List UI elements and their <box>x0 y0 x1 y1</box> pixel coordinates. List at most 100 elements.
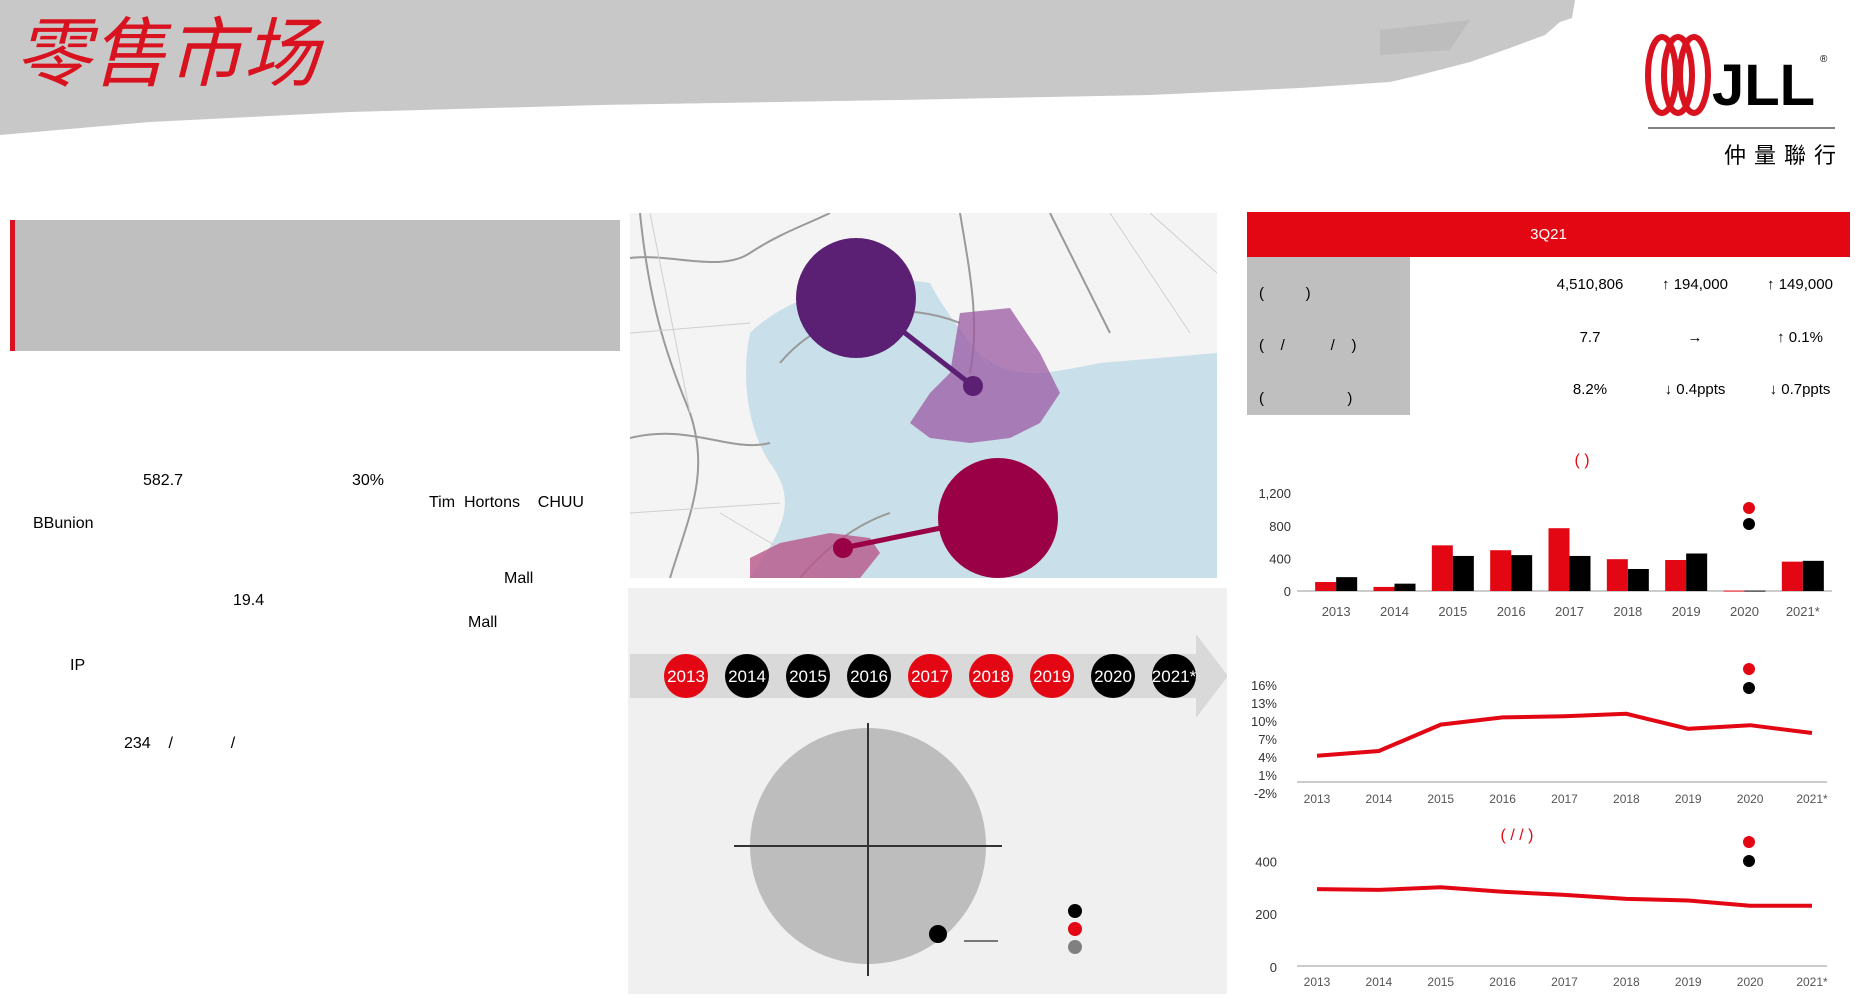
x-tick-label: 2017 <box>1551 975 1578 989</box>
y-tick-label: 16% <box>1251 678 1277 693</box>
bar <box>1606 559 1628 591</box>
y-tick-label: 1,200 <box>1258 486 1291 501</box>
timeline-year-label: 2017 <box>911 667 949 686</box>
x-tick-label: 2021* <box>1796 975 1828 989</box>
bar <box>1452 555 1474 591</box>
timeline-years: 2013 2014 2015 2016 2017 2018 2019 2020 2021* <box>664 654 1197 698</box>
x-tick-label: 2015 <box>1427 792 1454 806</box>
series-line <box>1316 885 1812 908</box>
bar <box>1336 577 1358 591</box>
row-label-stock: ( ) <box>1259 285 1311 302</box>
text-mall-2: Mall <box>468 614 498 631</box>
timeline-year-label: 2021* <box>1152 667 1197 686</box>
legend-dot-black <box>1743 518 1755 530</box>
timeline-dot <box>969 654 1013 698</box>
text-brand-bbunion: BBunion <box>33 515 94 532</box>
x-tick-label: 2015 <box>1427 975 1454 989</box>
bar <box>1569 555 1591 591</box>
x-tick-label: 2019 <box>1672 604 1701 619</box>
y-tick-label: -2% <box>1254 786 1278 801</box>
logo-subtitle: 仲量聯行 <box>1724 144 1845 169</box>
y-tick-label: 7% <box>1258 732 1277 747</box>
table-row-labels: ( ) ( / / ) ( ) <box>1247 257 1410 415</box>
y-tick-label: 200 <box>1255 907 1277 922</box>
series-line <box>1316 711 1813 758</box>
left-summary-band <box>10 220 620 351</box>
y-tick-label: 10% <box>1251 714 1277 729</box>
legend-dot-red <box>1743 502 1755 514</box>
y-tick-label: 13% <box>1251 696 1277 711</box>
x-tick-label: 2019 <box>1675 975 1702 989</box>
bar-chart-supply-absorption: ( ) 0 400 800 1,200 2013 2014 2015 2016 2017 2018 2… <box>1258 452 1832 619</box>
text-percentage: 30% <box>352 472 385 489</box>
cell-stock-value: 4,510,806 <box>1556 276 1624 293</box>
text-mall-1: Mall <box>504 570 534 587</box>
line-chart-rent: ( / / ) 0 200 400 2013 2014 2015 2016 2017 2018 20… <box>1255 827 1828 989</box>
bar <box>1686 553 1708 591</box>
timeline-dot <box>664 654 708 698</box>
x-tick-label: 2013 <box>1304 792 1331 806</box>
x-tick-label: 2018 <box>1613 604 1642 619</box>
bar <box>1394 583 1416 591</box>
cell-vacancy-qoq: ↓ 0.4ppts <box>1664 381 1726 398</box>
y-tick-label: 400 <box>1269 551 1291 566</box>
legend-dot-black <box>1743 682 1755 694</box>
cell-vacancy-value: 8.2% <box>1572 381 1608 398</box>
chart-title: ( ) <box>1574 452 1589 469</box>
y-tick-label: 0 <box>1270 960 1277 975</box>
bar <box>1802 560 1824 591</box>
x-tick-label: 2016 <box>1489 975 1516 989</box>
timeline-year-label: 2020 <box>1094 667 1132 686</box>
timeline-dot <box>908 654 952 698</box>
cell-rent-yoy: ↑ 0.1% <box>1777 329 1823 346</box>
cell-rent-qoq: → <box>1687 329 1703 346</box>
timeline-dot <box>786 654 830 698</box>
x-tick-label: 2014 <box>1366 975 1393 989</box>
x-tick-label: 2014 <box>1380 604 1409 619</box>
bar <box>1431 545 1453 591</box>
x-tick-label: 2014 <box>1366 792 1393 806</box>
cell-stock-qoq: ↑ 194,000 <box>1662 276 1728 293</box>
timeline-year-label: 2018 <box>972 667 1010 686</box>
cell-stock-yoy: ↑ 149,000 <box>1767 276 1833 293</box>
timeline-dot <box>1152 654 1196 698</box>
legend-dot-red <box>1743 836 1755 848</box>
cell-vacancy-yoy: ↓ 0.7ppts <box>1769 381 1831 398</box>
city-map <box>629 212 1218 579</box>
y-tick-label: 1% <box>1258 768 1277 783</box>
text-brands: Tim Hortons CHUU <box>429 494 584 511</box>
x-tick-label: 2017 <box>1555 604 1584 619</box>
legend-dot-red <box>1743 663 1755 675</box>
text-area-figure: 582.7 <box>143 472 184 489</box>
retail-market-title-art: 零售市场 <box>10 0 330 100</box>
y-tick-label: 800 <box>1269 519 1291 534</box>
title-art-text: 零售市场 <box>15 12 325 97</box>
row-label-rent: ( / / ) <box>1259 337 1357 354</box>
header-brush-banner <box>0 0 1575 135</box>
x-tick-label: 2020 <box>1730 604 1759 619</box>
bar <box>1723 590 1745 592</box>
y-tick-label: 4% <box>1258 750 1277 765</box>
x-tick-label: 2019 <box>1675 792 1702 806</box>
chart-title: ( / / ) <box>1501 827 1534 844</box>
timeline-dot <box>1091 654 1135 698</box>
timeline-dot <box>725 654 769 698</box>
bar <box>1373 586 1395 591</box>
x-tick-label: 2016 <box>1489 792 1516 806</box>
x-tick-label: 2020 <box>1737 975 1764 989</box>
timeline-year-label: 2016 <box>850 667 888 686</box>
bar <box>1315 582 1337 591</box>
x-tick-label: 2015 <box>1438 604 1467 619</box>
bar <box>1781 561 1803 591</box>
bar <box>1744 590 1766 592</box>
x-tick-label: 2018 <box>1613 792 1640 806</box>
logo-text: JLL <box>1712 53 1815 118</box>
bar <box>1548 528 1570 591</box>
jll-logo: JLL ® <box>1640 30 1840 170</box>
x-tick-label: 2017 <box>1551 792 1578 806</box>
y-tick-label: 400 <box>1255 854 1277 869</box>
timeline-dot <box>1030 654 1074 698</box>
timeline-year-label: 2013 <box>667 667 705 686</box>
x-tick-label: 2021* <box>1796 792 1828 806</box>
x-tick-label: 2013 <box>1322 604 1351 619</box>
